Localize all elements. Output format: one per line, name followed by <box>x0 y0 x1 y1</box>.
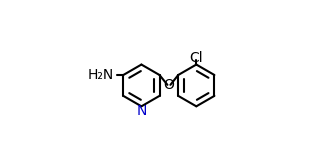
Text: Cl: Cl <box>189 51 203 65</box>
Text: O: O <box>163 78 174 92</box>
Text: N: N <box>136 104 147 118</box>
Text: H₂N: H₂N <box>87 68 114 82</box>
